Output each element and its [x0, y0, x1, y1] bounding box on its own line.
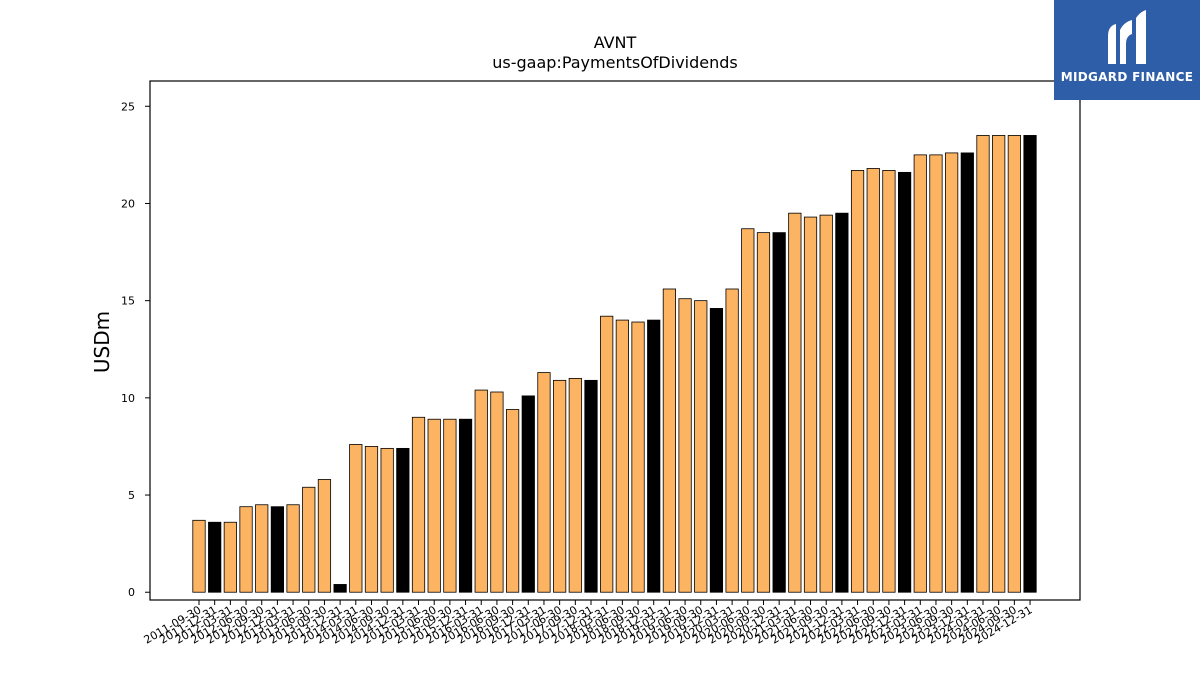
bar-2018-03-31	[600, 315, 614, 593]
bar-2024-09-30	[1007, 135, 1021, 593]
bar-2021-12-31	[835, 212, 849, 593]
bar-2019-09-30	[694, 300, 708, 593]
bar-2018-09-30	[631, 321, 645, 593]
bar-2022-09-30	[882, 170, 896, 593]
y-axis-label: USDm	[90, 311, 114, 373]
plot-frame	[149, 80, 1081, 601]
bar-2014-06-30	[364, 446, 379, 593]
bar-2020-06-30	[741, 228, 755, 593]
bar-2023-03-31	[913, 154, 927, 593]
bar-2013-06-30	[302, 486, 316, 593]
bar-2011-09-30	[192, 519, 206, 593]
bar-2024-12-31	[1023, 135, 1037, 593]
bar-2023-06-30	[929, 154, 943, 593]
logo-text: MIDGARD FINANCE	[1060, 70, 1194, 84]
x-axis-ticks: 2011-09-302011-12-312012-03-312012-06-30…	[142, 600, 1035, 647]
bar-2013-09-30	[317, 479, 332, 593]
bar-2016-12-31	[521, 395, 535, 593]
bar-2012-12-31	[270, 506, 285, 593]
chart-subtitle: us-gaap:PaymentsOfDividends	[492, 53, 737, 72]
bar-2011-12-31	[208, 521, 222, 593]
bar-2017-12-31	[584, 379, 598, 593]
bar-2024-06-30	[992, 135, 1006, 593]
bar-2015-03-31	[411, 416, 426, 593]
midgard-finance-logo: MIDGARD FINANCE	[1054, 0, 1200, 100]
y-tick-label: 10	[121, 392, 135, 405]
chart-title: AVNT	[594, 33, 637, 52]
bar-2017-03-31	[537, 372, 551, 593]
bar-2023-12-31	[960, 152, 974, 593]
y-tick-label: 25	[121, 100, 135, 113]
bar-2015-12-31	[458, 418, 473, 593]
logo-mark-icon	[1108, 10, 1146, 64]
bar-2022-03-31	[850, 170, 865, 593]
y-tick-label: 5	[128, 489, 135, 502]
bar-2016-03-31	[474, 389, 488, 593]
bar-2014-09-30	[380, 447, 394, 593]
bar-2018-12-31	[647, 319, 661, 593]
bar-2019-12-31	[709, 308, 724, 593]
bar-2018-06-30	[615, 319, 629, 593]
bar-2021-03-31	[788, 212, 802, 593]
bar-2015-09-30	[443, 418, 457, 593]
bar-2016-09-30	[505, 409, 520, 593]
bar-2012-06-30	[239, 506, 253, 593]
y-axis-ticks: 0 5 10 15 20 25	[121, 100, 150, 599]
bar-2019-06-30	[678, 298, 692, 593]
bar-2017-09-30	[568, 377, 582, 593]
bar-2021-09-30	[819, 214, 833, 593]
bar-2012-09-30	[255, 504, 269, 593]
bar-2022-06-30	[866, 168, 880, 593]
bar-2021-06-30	[803, 216, 818, 593]
bar-2020-12-31	[772, 232, 786, 593]
bar-2020-09-30	[756, 232, 771, 593]
bar-2024-03-31	[976, 135, 990, 593]
bar-2020-03-31	[725, 288, 739, 593]
bar-2016-06-30	[490, 391, 504, 593]
y-tick-label: 20	[121, 197, 135, 210]
bar-2019-03-31	[662, 288, 677, 593]
bar-2015-06-30	[427, 418, 441, 593]
bar-2017-06-30	[553, 379, 567, 593]
bar-2012-03-31	[223, 521, 237, 593]
bar-2023-09-30	[945, 152, 959, 593]
y-tick-label: 0	[128, 586, 135, 599]
bar-2013-12-31	[333, 584, 347, 593]
y-tick-label: 15	[121, 295, 135, 308]
bar-2014-12-31	[396, 447, 410, 593]
bar-2022-12-31	[898, 171, 912, 593]
bars-group	[192, 135, 1037, 593]
bar-2014-03-31	[349, 444, 363, 593]
bar-2013-03-31	[286, 504, 300, 593]
